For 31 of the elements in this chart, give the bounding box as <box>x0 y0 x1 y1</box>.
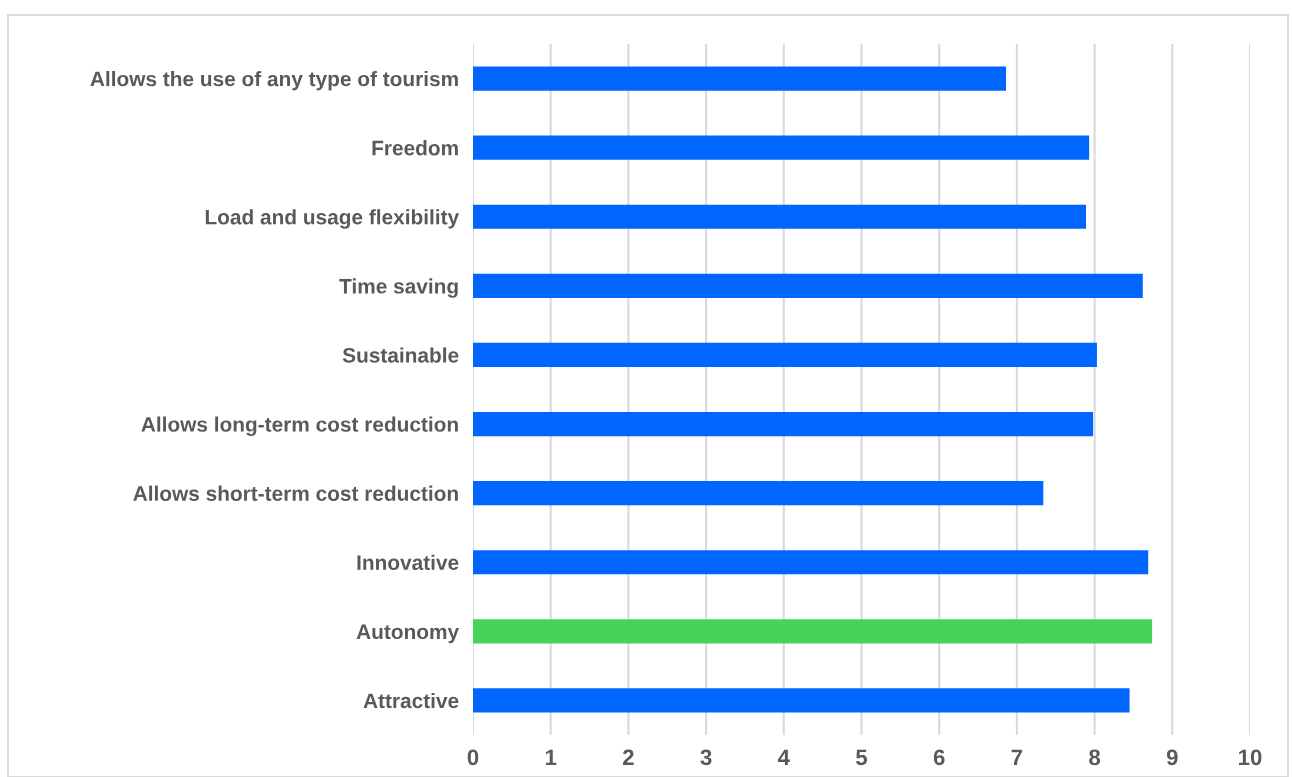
x-tick-label: 3 <box>700 749 712 766</box>
bar <box>473 688 1130 713</box>
x-tick-label: 8 <box>1089 749 1101 766</box>
x-tick-label: 6 <box>933 749 945 766</box>
bar <box>473 342 1097 368</box>
x-tick-label: 7 <box>1011 749 1023 765</box>
y-tick-label: Time saving <box>339 278 458 298</box>
y-tick-label: Allows short-term cost reduction <box>133 485 458 501</box>
bar <box>473 135 1090 160</box>
y-tick-label: Allows the use of any type of tourism <box>90 71 458 91</box>
bar <box>473 204 1087 229</box>
bar <box>473 66 1007 91</box>
y-tick-label: Attractive <box>363 692 459 709</box>
x-tick-label: 1 <box>545 749 557 765</box>
y-tick-label: Freedom <box>372 140 458 156</box>
x-tick-label: 0 <box>467 749 479 766</box>
bar <box>473 273 1143 298</box>
y-tick-label: Load and usage flexibility <box>205 209 460 229</box>
x-tick-label: 5 <box>856 749 868 766</box>
bar <box>473 619 1153 644</box>
y-tick-label: Sustainable <box>342 347 459 363</box>
x-tick-label: 2 <box>622 749 634 765</box>
x-tick-label: 9 <box>1166 749 1178 766</box>
y-tick-label: Autonomy <box>356 624 459 644</box>
bar <box>473 481 1044 506</box>
bar <box>473 550 1149 575</box>
bar <box>473 411 1094 437</box>
y-tick-label: Innovative <box>357 554 459 570</box>
y-tick-label: Allows long-term cost reduction <box>141 416 458 437</box>
x-tick-label: 4 <box>777 749 790 765</box>
x-tick-label: 10 <box>1239 749 1262 766</box>
